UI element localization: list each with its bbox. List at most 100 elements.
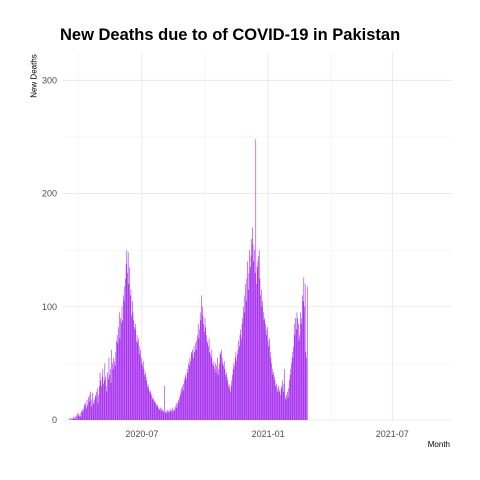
bar <box>208 346 209 420</box>
bar <box>241 338 242 420</box>
bar <box>295 335 296 420</box>
bar <box>124 301 125 420</box>
bar <box>177 408 178 420</box>
bar <box>141 358 142 420</box>
x-tick-label: 2021-07 <box>376 429 409 439</box>
bar <box>137 335 138 420</box>
bar <box>288 388 289 420</box>
bar <box>139 346 140 420</box>
bar <box>170 409 171 420</box>
bar <box>90 392 91 420</box>
bar <box>147 386 148 420</box>
bar <box>148 384 149 420</box>
bar <box>255 273 256 420</box>
bar <box>95 395 96 420</box>
bar <box>195 343 196 420</box>
bar <box>304 307 305 420</box>
bar <box>153 400 154 420</box>
bar <box>76 415 77 420</box>
bar <box>113 358 114 420</box>
bar <box>146 380 147 420</box>
bar <box>130 295 131 420</box>
bar <box>188 372 189 420</box>
bar <box>280 395 281 420</box>
bar <box>162 410 163 420</box>
bar <box>154 402 155 420</box>
bar <box>269 338 270 420</box>
bar <box>297 318 298 420</box>
bar <box>218 369 219 420</box>
bar <box>166 412 167 420</box>
bar <box>203 316 204 420</box>
bar <box>92 393 93 420</box>
bar <box>223 363 224 420</box>
bar <box>277 388 278 420</box>
bar <box>168 413 169 420</box>
bar <box>153 398 154 420</box>
bar <box>74 419 75 420</box>
bar <box>231 380 232 420</box>
bar <box>159 410 160 420</box>
bar <box>163 411 164 420</box>
bar <box>228 386 229 420</box>
bar <box>229 388 230 420</box>
bar <box>110 369 111 420</box>
bar <box>185 377 186 420</box>
bar <box>92 406 93 420</box>
bar <box>257 267 258 420</box>
bar <box>305 284 306 420</box>
bar <box>109 358 110 420</box>
bar <box>245 295 246 420</box>
bar <box>145 372 146 420</box>
bar <box>238 350 239 420</box>
bar <box>262 301 263 420</box>
bar <box>178 400 179 420</box>
bar <box>225 375 226 420</box>
bar <box>219 363 220 420</box>
bar <box>182 386 183 420</box>
bar <box>148 388 149 420</box>
bar <box>302 295 303 420</box>
bar <box>136 341 137 420</box>
bar <box>221 350 222 420</box>
bar <box>250 267 251 420</box>
bar <box>132 301 133 420</box>
bar <box>229 384 230 420</box>
bar <box>188 363 189 420</box>
bar <box>216 366 217 420</box>
bar <box>116 352 117 420</box>
bar <box>291 363 292 420</box>
bar <box>268 341 269 420</box>
bar <box>271 363 272 420</box>
bar <box>81 411 82 420</box>
bar <box>192 354 193 420</box>
bar <box>287 392 288 420</box>
bar <box>245 284 246 420</box>
bar <box>131 316 132 420</box>
bar <box>129 267 130 420</box>
bar <box>262 307 263 420</box>
y-tick-label: 300 <box>42 75 57 85</box>
bar <box>70 419 71 420</box>
bar <box>168 411 169 420</box>
bar <box>87 405 88 420</box>
bar <box>118 343 119 420</box>
bar <box>297 312 298 420</box>
bar <box>176 403 177 420</box>
bar <box>237 354 238 420</box>
bar <box>240 329 241 420</box>
bar <box>123 295 124 420</box>
bar <box>114 361 115 420</box>
bar <box>295 318 296 420</box>
bar <box>77 413 78 420</box>
bar <box>133 312 134 420</box>
bar <box>214 361 215 420</box>
bar <box>264 320 265 420</box>
bar <box>199 338 200 420</box>
bar <box>125 278 126 420</box>
bar <box>94 400 95 420</box>
bar <box>172 408 173 420</box>
bar <box>196 350 197 420</box>
bar <box>303 301 304 420</box>
bar <box>260 278 261 420</box>
